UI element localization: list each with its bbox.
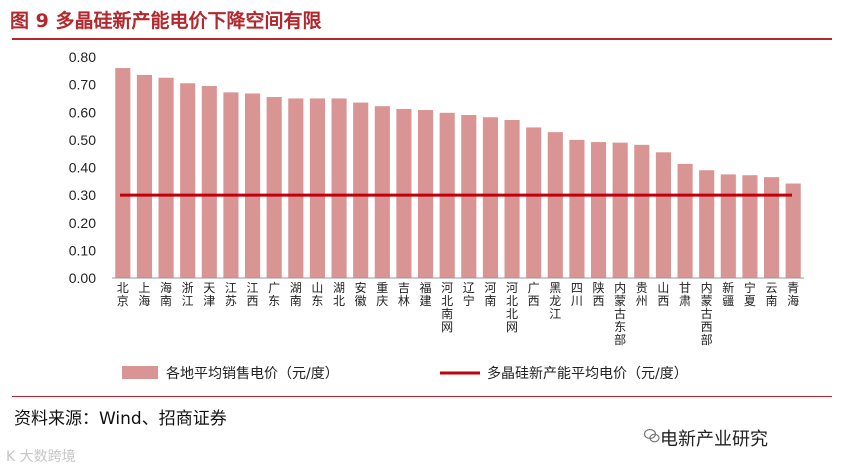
x-tick-label: 山东 xyxy=(311,281,323,308)
bar xyxy=(590,142,607,278)
bar xyxy=(331,98,347,278)
x-tick-label: 北京 xyxy=(117,281,129,308)
watermark: K 大数跨境 xyxy=(6,449,76,465)
bar xyxy=(353,102,369,278)
bar xyxy=(244,93,261,278)
bar xyxy=(677,163,693,278)
x-tick-label: 陕西 xyxy=(593,280,605,308)
x-tick-label: 四川 xyxy=(571,281,583,308)
x-tick-label: 内蒙古东部 xyxy=(614,281,626,347)
bar xyxy=(526,127,542,278)
bar xyxy=(396,108,412,278)
x-tick-label: 贵州 xyxy=(636,281,648,308)
x-tick-label: 海南 xyxy=(160,280,172,308)
bar xyxy=(115,68,131,278)
y-tick-label: 0.70 xyxy=(69,77,96,93)
legend-label-bar: 各地平均销售电价（元/度） xyxy=(166,366,339,382)
source-divider xyxy=(12,396,832,397)
x-tick-label: 广西 xyxy=(528,281,540,308)
x-tick-label: 湖南 xyxy=(290,280,302,308)
bar xyxy=(223,92,239,278)
bar xyxy=(266,97,282,279)
x-tick-label: 内蒙古西部 xyxy=(701,281,713,347)
source-note: 资料来源：Wind、招商证券 xyxy=(14,409,227,429)
y-tick-label: 0.40 xyxy=(69,160,96,176)
x-tick-label: 河南 xyxy=(484,281,496,308)
bar xyxy=(201,86,217,278)
bar xyxy=(136,74,153,278)
bar xyxy=(504,119,520,278)
x-tick-label: 甘肃 xyxy=(679,281,691,308)
x-tick-label: 浙江 xyxy=(182,281,194,308)
x-tick-label: 江西 xyxy=(247,281,259,308)
x-tick-label: 江苏 xyxy=(225,281,237,308)
bar xyxy=(720,174,736,278)
x-tick-label: 湖北 xyxy=(333,280,345,308)
bar xyxy=(763,177,780,278)
x-tick-label: 上海 xyxy=(138,281,150,308)
x-tick-label: 吉林 xyxy=(398,281,410,308)
figure-title: 图 9 多晶硅新产能电价下降空间有限 xyxy=(10,10,322,32)
brand-label: 电新产业研究 xyxy=(660,429,768,450)
bar xyxy=(742,175,758,278)
y-tick-label: 0.80 xyxy=(69,49,96,65)
x-tick-label: 宁夏 xyxy=(744,280,756,308)
x-tick-label: 天津 xyxy=(203,281,215,308)
bar xyxy=(547,132,563,278)
y-tick-label: 0.60 xyxy=(69,104,96,120)
x-tick-label: 辽宁 xyxy=(463,281,475,308)
bar xyxy=(482,117,499,278)
legend-swatch-bar xyxy=(122,366,158,379)
y-tick-label: 0.10 xyxy=(69,242,96,258)
legend-label-line: 多晶硅新产能平均电价（元/度） xyxy=(487,365,688,382)
y-tick-label: 0.30 xyxy=(69,187,96,203)
x-tick-label: 云南 xyxy=(766,281,778,308)
title-divider xyxy=(12,38,832,40)
bar xyxy=(569,139,585,278)
y-tick-label: 0.00 xyxy=(69,270,96,286)
x-tick-label: 黑龙江 xyxy=(549,281,561,321)
x-tick-label: 重庆 xyxy=(376,281,388,308)
x-tick-label: 山西 xyxy=(657,281,669,308)
bar xyxy=(180,83,196,279)
bar xyxy=(634,144,650,278)
bar xyxy=(655,152,672,278)
bar xyxy=(374,106,390,278)
x-tick-label: 安徽 xyxy=(355,280,367,308)
bar xyxy=(612,142,628,278)
x-tick-label: 广东 xyxy=(268,281,280,308)
bar xyxy=(699,170,715,278)
wechat-icon xyxy=(644,428,660,443)
y-tick-label: 0.20 xyxy=(69,215,96,231)
bar-chart: 0.00 0.10 0.20 0.30 0.40 0.50 0.60 0.70 0.80 北京上海… xyxy=(69,49,804,382)
x-tick-label: 河北北网 xyxy=(506,281,518,334)
bar xyxy=(158,77,174,278)
x-tick-label: 福建 xyxy=(420,280,432,308)
x-tick-label: 河北南网 xyxy=(441,281,453,334)
x-tick-label: 新疆 xyxy=(722,280,734,308)
bar xyxy=(785,183,801,278)
x-tick-label: 青海 xyxy=(787,281,799,308)
bar xyxy=(309,98,326,278)
y-tick-label: 0.50 xyxy=(69,132,96,148)
bar xyxy=(288,98,304,278)
